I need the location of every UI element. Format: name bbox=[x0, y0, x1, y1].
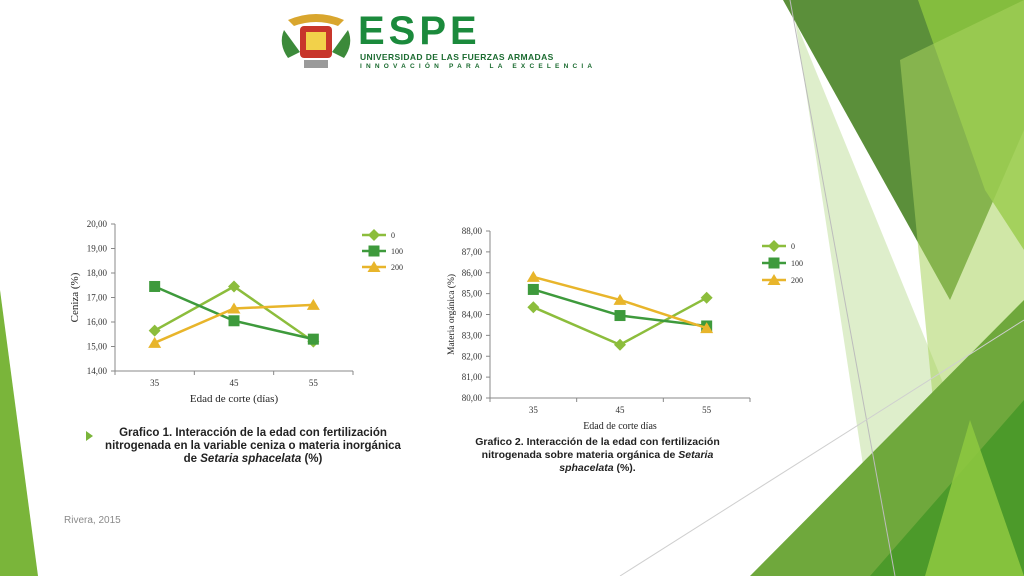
data-point-0 bbox=[527, 301, 540, 314]
chart2-caption: Grafico 2. Interacción de la edad con fe… bbox=[470, 436, 725, 475]
y-tick-label: 84,00 bbox=[462, 310, 483, 320]
y-tick-label: 80,00 bbox=[462, 393, 483, 403]
chart2-caption-unit: (%). bbox=[613, 462, 636, 474]
chart1-caption-species: Setaria sphacelata bbox=[200, 453, 302, 465]
data-point-0 bbox=[228, 280, 240, 293]
decor-line-1 bbox=[789, 0, 896, 576]
y-axis-title: Ceniza (%) bbox=[69, 272, 81, 322]
legend-label-100: 100 bbox=[791, 259, 803, 268]
legend-marker-100 bbox=[368, 245, 380, 257]
x-tick-label: 55 bbox=[702, 405, 712, 415]
university-logo: ESPE UNIVERSIDAD DE LAS FUERZAS ARMADAS … bbox=[278, 9, 592, 72]
left-green-wedge bbox=[0, 290, 38, 576]
y-tick-label: 20,00 bbox=[87, 219, 108, 229]
legend-marker-200 bbox=[767, 274, 781, 285]
x-axis-title: Edad de corte días bbox=[583, 421, 657, 432]
logo-university-name: UNIVERSIDAD DE LAS FUERZAS ARMADAS bbox=[360, 52, 554, 62]
y-tick-label: 16,00 bbox=[87, 317, 108, 327]
chart1-caption-unit: (%) bbox=[301, 453, 323, 465]
legend-label-100: 100 bbox=[391, 247, 403, 256]
y-tick-label: 19,00 bbox=[87, 244, 108, 254]
data-point-200 bbox=[700, 322, 714, 334]
data-point-100 bbox=[228, 315, 240, 327]
y-axis-title: Materia orgánica (%) bbox=[446, 274, 457, 355]
data-point-100 bbox=[307, 333, 319, 345]
decor-line-2 bbox=[619, 319, 1024, 576]
chart-materia-organica: 80,00 81,00 82,00 83,00 84,00 85,00 86,00 87,00… bbox=[446, 226, 803, 432]
legend-marker-200 bbox=[367, 261, 381, 272]
chart2-caption-text: Grafico 2. Interacción de la edad con fe… bbox=[475, 436, 720, 461]
legend-label-200: 200 bbox=[791, 276, 803, 285]
x-tick-label: 35 bbox=[529, 405, 539, 415]
chart1-caption-text: Grafico 1. Interacción de la edad con fe… bbox=[105, 427, 401, 465]
x-tick-label: 45 bbox=[616, 405, 626, 415]
y-tick-label: 81,00 bbox=[462, 372, 483, 382]
x-tick-label: 35 bbox=[150, 378, 160, 388]
crest-icon bbox=[281, 14, 351, 68]
legend-label-0: 0 bbox=[791, 242, 795, 251]
y-tick-label: 85,00 bbox=[462, 289, 483, 299]
x-tick-label: 55 bbox=[309, 378, 319, 388]
data-point-200 bbox=[613, 293, 627, 305]
data-point-100 bbox=[149, 280, 161, 292]
legend-marker-0 bbox=[768, 240, 780, 252]
data-point-0 bbox=[700, 291, 713, 304]
data-point-0 bbox=[148, 324, 161, 337]
bullet-arrow-icon bbox=[86, 431, 93, 441]
y-tick-label: 14,00 bbox=[87, 366, 108, 376]
x-axis-title: Edad de corte (días) bbox=[190, 393, 279, 405]
y-tick-label: 88,00 bbox=[462, 226, 483, 236]
data-point-200 bbox=[526, 270, 540, 282]
chart-ceniza: 14,00 15,00 16,00 17,00 18,00 19,00 20,00 35 45 5… bbox=[69, 219, 403, 405]
logo-wordmark: ESPE bbox=[358, 9, 481, 53]
legend-label-200: 200 bbox=[391, 263, 403, 272]
logo-motto: INNOVACIÓN PARA LA EXCELENCIA bbox=[360, 63, 597, 70]
y-tick-label: 15,00 bbox=[87, 342, 108, 352]
data-point-100 bbox=[614, 310, 626, 322]
legend-marker-0 bbox=[368, 229, 380, 241]
y-tick-label: 83,00 bbox=[462, 330, 483, 340]
bottom-right-light-wedge bbox=[925, 420, 1024, 576]
data-point-100 bbox=[527, 283, 539, 295]
data-point-200 bbox=[148, 336, 162, 348]
chart2-caption-species: Setaria sphacelata bbox=[559, 449, 714, 474]
chart1-caption: Grafico 1. Interacción de la edad con fe… bbox=[98, 427, 408, 466]
data-point-200 bbox=[306, 298, 320, 310]
x-tick-label: 45 bbox=[230, 378, 240, 388]
legend-marker-100 bbox=[768, 257, 780, 269]
y-tick-label: 82,00 bbox=[462, 351, 483, 361]
footer-source: Rivera, 2015 bbox=[64, 515, 121, 526]
data-point-200 bbox=[227, 302, 241, 314]
legend-label-0: 0 bbox=[391, 231, 395, 240]
y-tick-label: 87,00 bbox=[462, 247, 483, 257]
y-tick-label: 18,00 bbox=[87, 268, 108, 278]
y-tick-label: 17,00 bbox=[87, 293, 108, 303]
y-tick-label: 86,00 bbox=[462, 268, 483, 278]
data-point-0 bbox=[614, 338, 626, 351]
